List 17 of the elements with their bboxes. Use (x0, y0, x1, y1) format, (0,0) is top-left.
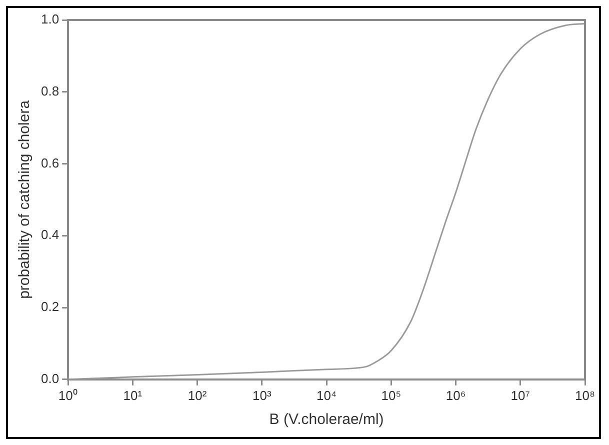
x-tick-label: 10² (188, 388, 208, 403)
x-tick-label: 10⁷ (510, 388, 530, 403)
y-tick-label: 0.2 (40, 299, 60, 314)
y-axis-title: probability of catching cholera (16, 100, 34, 299)
x-tick-label: 10⁰ (58, 388, 78, 403)
x-tick-label: 10⁶ (446, 388, 466, 403)
y-tick-label: 0.6 (40, 155, 60, 170)
x-tick-label: 10⁴ (316, 388, 337, 403)
x-tick-label: 10¹ (123, 388, 143, 403)
x-tick-label: 10⁸ (575, 388, 595, 403)
x-tick-label: 10⁵ (381, 388, 402, 403)
y-tick-label: 1.0 (40, 12, 60, 27)
y-tick-label: 0.8 (40, 83, 60, 98)
y-tick-label: 0.4 (40, 227, 60, 242)
x-axis-title: B (V.cholerae/ml) (269, 411, 384, 428)
y-tick-label: 0.0 (40, 370, 60, 386)
x-tick-label: 10³ (252, 388, 272, 403)
